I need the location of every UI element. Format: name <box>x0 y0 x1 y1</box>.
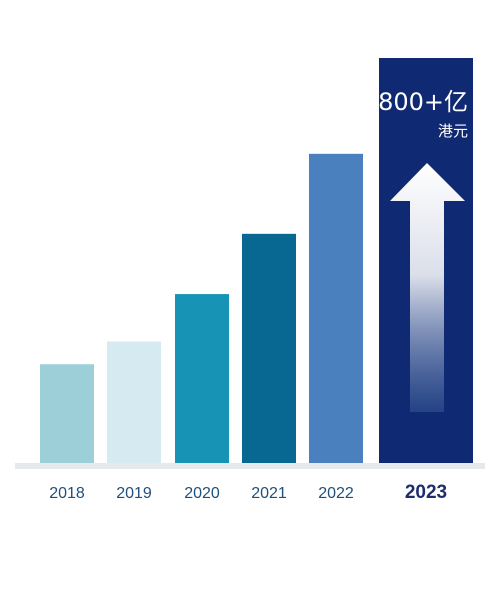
bar-2019 <box>107 341 161 463</box>
callout-unit-label: 港元 <box>438 122 468 140</box>
x-tick-label-2023: 2023 <box>405 482 447 503</box>
x-tick-label-2018: 2018 <box>49 485 85 502</box>
x-axis-baseline <box>15 463 485 469</box>
bar-2021 <box>242 233 296 463</box>
x-tick-label-2022: 2022 <box>318 485 354 502</box>
highlight-callout: 800+亿 港元 <box>378 88 468 412</box>
bar-2018 <box>40 364 94 463</box>
bar-2022 <box>309 153 363 463</box>
bars-group <box>40 58 473 463</box>
callout-value-label: 800+亿 <box>378 88 468 116</box>
x-axis-ticks: 2018 2019 2020 2021 2022 2023 <box>49 482 447 503</box>
x-tick-label-2019: 2019 <box>116 485 152 502</box>
up-arrow-icon <box>390 163 465 412</box>
bar-2020 <box>175 294 229 463</box>
x-tick-label-2021: 2021 <box>251 485 287 502</box>
x-tick-label-2020: 2020 <box>184 485 220 502</box>
